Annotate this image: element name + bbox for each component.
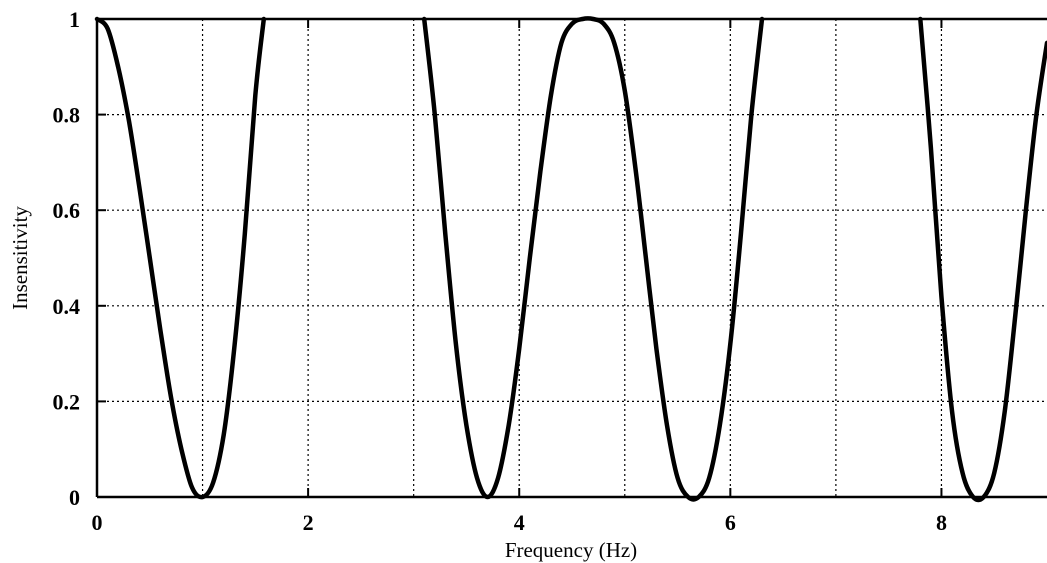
y-tick-label: 0.2 [53, 389, 81, 414]
plot-frame [95, 17, 1047, 499]
y-tick-label: 0.6 [53, 198, 81, 223]
tick-marks [96, 18, 943, 498]
x-tick-labels: 0 2 4 6 8 [92, 510, 947, 535]
y-tick-label: 1 [69, 7, 80, 32]
y-tick-labels: 0 0.2 0.4 0.6 0.8 1 [53, 7, 81, 510]
y-tick-label: 0 [69, 485, 80, 510]
y-tick-label: 0.4 [53, 294, 81, 319]
series-layer [94, 16, 1047, 503]
x-tick-label: 0 [92, 510, 103, 535]
x-axis-label: Frequency (Hz) [505, 538, 637, 562]
x-tick-label: 8 [936, 510, 947, 535]
insensitivity-curve [94, 16, 267, 500]
grid [97, 19, 1047, 497]
x-tick-label: 4 [514, 510, 525, 535]
y-tick-label: 0.8 [53, 103, 81, 128]
x-tick-label: 6 [725, 510, 736, 535]
y-axis-label: Insensitivity [8, 206, 32, 310]
insensitivity-curve [421, 16, 765, 502]
insensitivity-curve [918, 16, 1047, 503]
x-tick-label: 2 [303, 510, 314, 535]
